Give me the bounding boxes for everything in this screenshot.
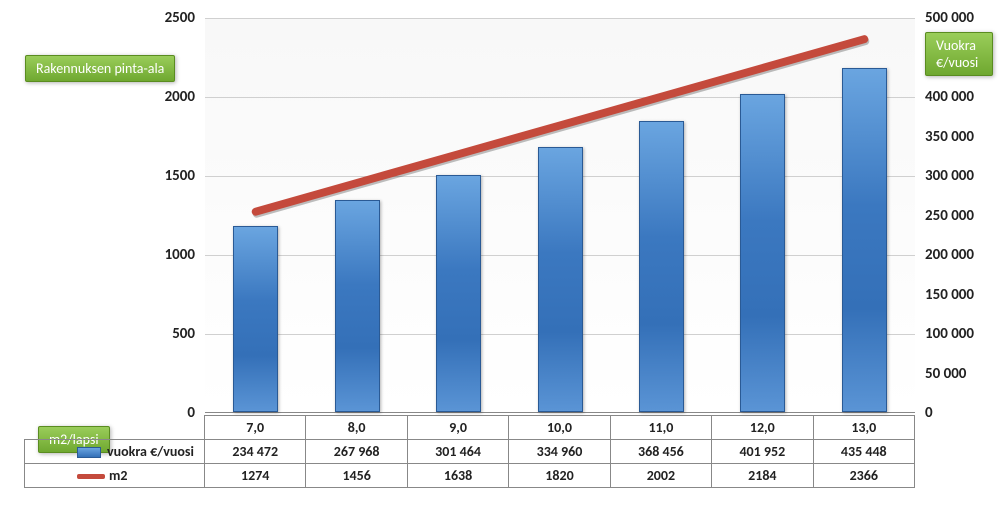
bar: [436, 175, 481, 412]
grid-line: [205, 18, 915, 19]
line-legend-swatch: [77, 474, 105, 479]
y-right-tick-label: 300 000: [925, 167, 974, 185]
y-left-tick-label: 500: [172, 325, 195, 343]
bar-legend-swatch: [77, 447, 101, 458]
y-right-tick-label: 200 000: [925, 246, 974, 264]
rent-cell: 301 464: [407, 440, 508, 464]
callout-building-area: Rakennuksen pinta-ala: [25, 55, 175, 82]
data-table: 7,08,09,010,011,012,013,0 vuokra €/vuosi…: [24, 415, 915, 488]
y-right-tick-label: 0: [925, 404, 933, 422]
grid-line: [205, 97, 915, 98]
rent-cell: 267 968: [306, 440, 407, 464]
bar: [233, 226, 278, 412]
bar: [335, 200, 380, 412]
bar: [639, 121, 684, 412]
y-right-tick-label: 500 000: [925, 9, 974, 27]
table-row-categories: 7,08,09,010,011,012,013,0: [25, 416, 915, 440]
bar: [538, 147, 583, 412]
y-right-tick-label: 100 000: [925, 325, 974, 343]
rent-cell: 368 456: [610, 440, 711, 464]
m2-cell: 2002: [610, 464, 711, 488]
category-cell: 7,0: [205, 416, 306, 440]
y-right-tick-label: 250 000: [925, 207, 974, 225]
rent-cell: 234 472: [205, 440, 306, 464]
row-header-rent: vuokra €/vuosi: [107, 443, 194, 460]
y-left-tick-label: 1500: [165, 167, 195, 185]
y-right-axis-labels: 050 000100 000150 000200 000250 000300 0…: [920, 18, 990, 413]
category-cell: 8,0: [306, 416, 407, 440]
table-row-m2: m2 1274145616381820200221842366: [25, 464, 915, 488]
y-left-tick-label: 1000: [165, 246, 195, 264]
bar: [842, 68, 887, 412]
m2-cell: 1638: [407, 464, 508, 488]
y-right-tick-label: 150 000: [925, 286, 974, 304]
m2-cell: 1820: [509, 464, 610, 488]
rent-cell: 435 448: [813, 440, 914, 464]
row-header-m2: m2: [109, 467, 127, 484]
plot-area: [205, 18, 915, 413]
category-cell: 10,0: [509, 416, 610, 440]
callout-rent-per-year: Vuokra €/vuosi: [925, 32, 993, 76]
bar: [740, 94, 785, 412]
category-cell: 12,0: [712, 416, 813, 440]
m2-cell: 1456: [306, 464, 407, 488]
table-row-rent: vuokra €/vuosi 234 472267 968301 464334 …: [25, 440, 915, 464]
y-left-tick-label: 2000: [165, 88, 195, 106]
m2-cell: 2366: [813, 464, 914, 488]
y-right-tick-label: 50 000: [925, 365, 966, 383]
y-right-tick-label: 400 000: [925, 88, 974, 106]
rent-cell: 334 960: [509, 440, 610, 464]
m2-cell: 1274: [205, 464, 306, 488]
category-cell: 11,0: [610, 416, 711, 440]
y-right-tick-label: 350 000: [925, 128, 974, 146]
y-left-tick-label: 2500: [165, 9, 195, 27]
rent-cell: 401 952: [712, 440, 813, 464]
category-cell: 9,0: [407, 416, 508, 440]
m2-cell: 2184: [712, 464, 813, 488]
category-cell: 13,0: [813, 416, 914, 440]
chart-container: 05001000150020002500 050 000100 000150 0…: [10, 10, 993, 505]
